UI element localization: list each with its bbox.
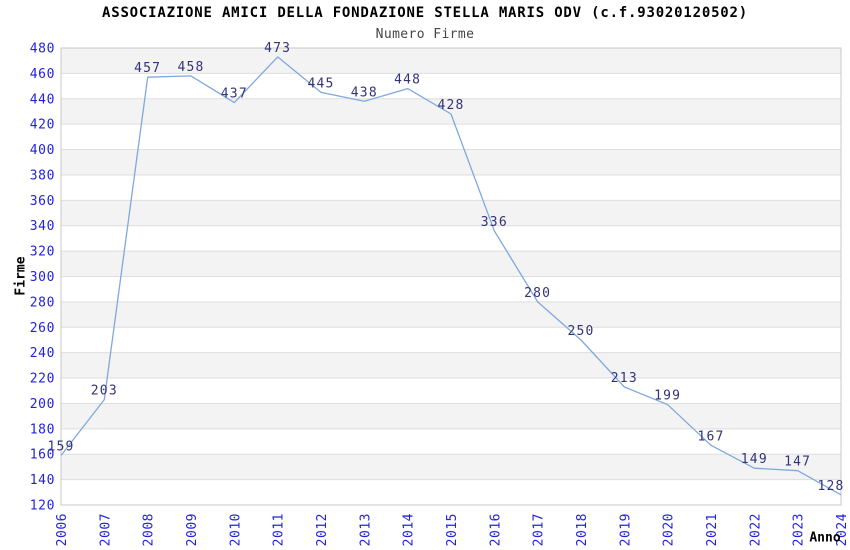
data-point-label: 473: [264, 41, 291, 56]
x-tick-label: 2013: [358, 513, 373, 546]
chart-subtitle: Numero Firme: [375, 27, 475, 42]
y-tick-label: 140: [30, 473, 55, 488]
data-point-label: 448: [394, 73, 421, 88]
data-point-label: 199: [654, 389, 681, 404]
chart-title: ASSOCIAZIONE AMICI DELLA FONDAZIONE STEL…: [101, 5, 748, 21]
y-axis-title: Firme: [13, 256, 29, 296]
x-tick-label: 2006: [55, 513, 70, 546]
y-tick-label: 160: [30, 448, 55, 463]
data-point-label: 438: [351, 85, 378, 100]
x-tick-label: 2010: [228, 513, 243, 546]
plot-band: [61, 200, 841, 226]
plot-band: [61, 276, 841, 302]
plot-band: [61, 403, 841, 429]
y-tick-label: 340: [30, 219, 55, 234]
plot-band: [61, 352, 841, 379]
y-tick-label: 200: [30, 397, 55, 412]
data-point-label: 336: [481, 215, 508, 230]
x-tick-label: 2017: [532, 513, 547, 546]
plot-band: [61, 124, 841, 150]
data-point-label: 203: [91, 384, 118, 399]
y-tick-label: 360: [30, 194, 55, 209]
y-tick-label: 320: [30, 245, 55, 260]
data-point-label: 445: [307, 76, 334, 91]
y-tick-label: 440: [30, 92, 55, 107]
plot-band: [61, 301, 841, 328]
y-tick-label: 400: [30, 143, 55, 158]
x-tick-label: 2021: [705, 513, 720, 546]
y-tick-label: 220: [30, 372, 55, 387]
plot-band: [61, 98, 841, 125]
data-point-label: 159: [47, 439, 74, 454]
y-tick-label: 420: [30, 118, 55, 133]
x-axis-title: Anno: [809, 530, 841, 546]
plot-band: [61, 378, 841, 404]
x-tick-label: 2011: [272, 513, 287, 546]
data-point-label: 149: [741, 452, 768, 467]
x-tick-label: 2008: [142, 513, 157, 546]
data-point-label: 437: [221, 87, 248, 102]
plot-band: [61, 73, 841, 99]
x-tick-label: 2009: [185, 513, 200, 546]
data-point-label: 147: [784, 455, 811, 470]
x-tick-label: 2023: [792, 513, 807, 546]
plot-band: [61, 48, 841, 74]
data-point-label: 280: [524, 286, 551, 301]
x-tick-label: 2019: [618, 513, 633, 546]
x-tick-label: 2015: [445, 513, 460, 546]
y-tick-label: 380: [30, 168, 55, 183]
plot-band: [61, 251, 841, 277]
data-point-label: 167: [697, 429, 724, 444]
plot-border: [60, 47, 842, 506]
x-tick-label: 2014: [402, 513, 417, 546]
plot-band: [61, 428, 841, 455]
y-tick-label: 480: [30, 42, 55, 57]
x-tick-label: 2020: [662, 513, 677, 546]
x-tick-label: 2022: [748, 513, 763, 546]
plot-band: [61, 479, 841, 505]
y-tick-label: 280: [30, 295, 55, 310]
x-tick-label: 2018: [575, 513, 590, 546]
x-tick-label: 2024: [835, 513, 850, 546]
y-tick-label: 120: [30, 499, 55, 514]
y-tick-label: 180: [30, 422, 55, 437]
x-tick-label: 2016: [488, 513, 503, 546]
plot-band: [61, 454, 841, 480]
data-point-label: 457: [134, 61, 161, 76]
plot-band: [61, 225, 841, 252]
data-line: [60, 56, 842, 496]
data-point-label: 128: [817, 479, 844, 494]
plot-band: [61, 174, 841, 201]
y-tick-label: 260: [30, 321, 55, 336]
x-tick-label: 2012: [315, 513, 330, 546]
plot-band: [61, 327, 841, 353]
plot-band: [61, 149, 841, 175]
y-tick-label: 300: [30, 270, 55, 285]
data-point-label: 250: [567, 324, 594, 339]
y-tick-label: 240: [30, 346, 55, 361]
x-tick-label: 2007: [98, 513, 113, 546]
data-point-label: 458: [177, 60, 204, 75]
y-tick-label: 460: [30, 67, 55, 82]
data-point-label: 213: [611, 371, 638, 386]
data-point-label: 428: [437, 98, 464, 113]
